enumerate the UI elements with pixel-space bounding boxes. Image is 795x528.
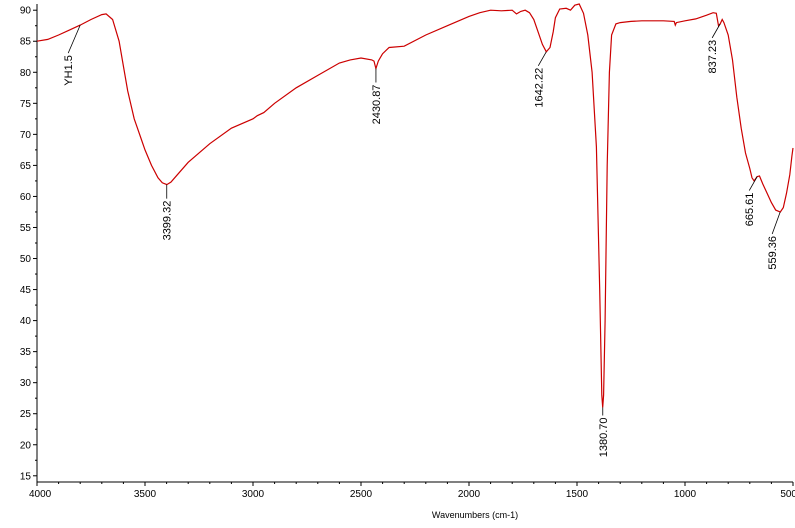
peak-label: 1642.22 — [533, 68, 545, 108]
x-tick-label: 2000 — [458, 489, 481, 500]
y-tick-label: 35 — [20, 347, 32, 358]
peak-leader-line — [771, 211, 781, 235]
y-tick-label: 45 — [20, 285, 32, 296]
y-tick-label: 75 — [20, 99, 32, 110]
y-tick-label: 80 — [20, 68, 32, 79]
peak-label: YH1.5 — [63, 55, 75, 86]
y-tick-label: 70 — [20, 130, 32, 141]
y-tick-label: 85 — [20, 37, 32, 48]
peak-leader-line — [537, 51, 547, 66]
peak-label: 837.23 — [707, 40, 719, 74]
y-tick-label: 20 — [20, 440, 32, 451]
y-tick-label: 25 — [20, 409, 32, 420]
peak-label: 3399.32 — [162, 201, 174, 241]
x-tick-label: 4000 — [29, 489, 52, 500]
x-tick-label: 500 — [780, 489, 795, 500]
y-tick-label: 55 — [20, 223, 32, 234]
y-axis-ticks: 15 20 25 30 35 40 45 50 55 60 65 70 75 80 85 90 — [20, 6, 37, 482]
y-tick-label: 50 — [20, 254, 32, 265]
peak-annotations: YH1.5 3399.32 2430.87 1642.22 1380.70 837.23 6… — [63, 23, 781, 458]
peak-label: 559.36 — [767, 236, 779, 270]
axes — [36, 4, 793, 483]
series-layer — [36, 3, 794, 408]
peak-leader-line — [748, 176, 758, 191]
x-tick-label: 1000 — [674, 489, 697, 500]
peak-label: 2430.87 — [371, 85, 383, 125]
x-axis-ticks: 4000 3500 3000 2500 2000 1500 1000 500 — [29, 482, 795, 500]
x-axis-title: Wavenumbers (cm-1) — [432, 510, 518, 520]
y-tick-label: 30 — [20, 378, 32, 389]
peak-leader-line — [67, 24, 81, 54]
peak-label: 1380.70 — [598, 418, 610, 458]
x-tick-label: 3000 — [242, 489, 265, 500]
x-tick-label: 1500 — [566, 489, 589, 500]
y-tick-label: 65 — [20, 161, 32, 172]
peak-label: 665.61 — [744, 193, 756, 227]
x-tick-label: 2500 — [350, 489, 373, 500]
y-tick-label: 90 — [20, 6, 32, 17]
y-tick-label: 40 — [20, 316, 32, 327]
spectrum-line — [36, 3, 794, 408]
peak-leader-line — [711, 23, 721, 39]
y-tick-label: 15 — [20, 471, 32, 482]
y-tick-label: 60 — [20, 192, 32, 203]
x-tick-label: 3500 — [134, 489, 157, 500]
